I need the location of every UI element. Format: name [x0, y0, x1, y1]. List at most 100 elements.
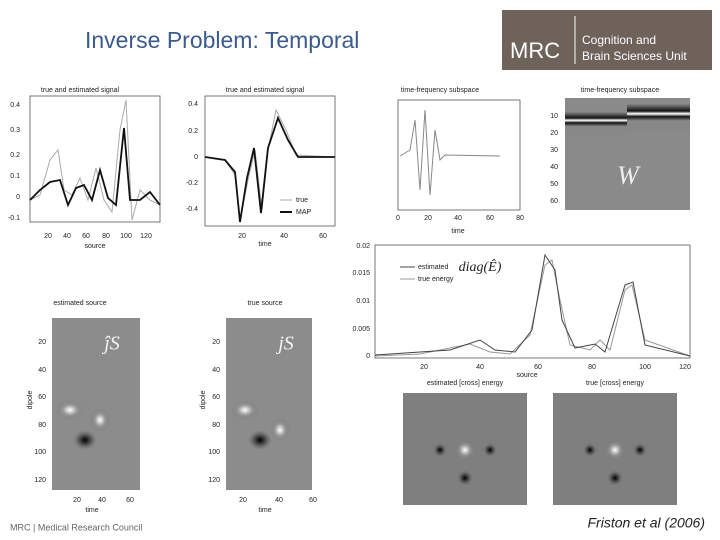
x-tick-label: 80: [102, 233, 110, 240]
x-tick-label: 120: [140, 233, 152, 240]
x-tick-label: 100: [120, 233, 132, 240]
x-tick-label: 60: [309, 497, 317, 504]
y-tick-label: 80: [38, 422, 46, 429]
x-tick-label: 20: [239, 497, 247, 504]
x-axis-label: source: [516, 372, 537, 379]
y-tick-label: -0.4: [186, 206, 198, 213]
x-tick-label: 120: [679, 364, 691, 371]
x-axis-label: time: [85, 507, 98, 514]
y-tick-label: 20: [212, 339, 220, 346]
logo-text: Brain Sciences Unit: [582, 49, 687, 63]
y-tick-label: 0.3: [10, 127, 20, 134]
footer-text: MRC | Medical Research Council: [10, 522, 142, 532]
panel-title: time-frequency subspace: [581, 87, 659, 94]
y-tick-label: 80: [212, 422, 220, 429]
y-tick-label: 0.015: [352, 270, 370, 277]
image: [433, 443, 447, 457]
x-tick-label: 20: [420, 364, 428, 371]
plot-frame: [397, 99, 521, 211]
x-tick-label: 40: [275, 497, 283, 504]
y-tick-label: 100: [34, 449, 46, 456]
legend-label: estimated: [418, 264, 448, 271]
overlay-label: ĵS: [101, 333, 120, 355]
panel-title: time-frequency subspace: [401, 87, 479, 94]
y-axis-label: dipole: [200, 391, 207, 410]
panel-title: estimated [cross] energy: [427, 380, 504, 387]
x-tick-label: 60: [534, 364, 542, 371]
x-tick-label: 40: [454, 215, 462, 222]
y-axis-label: dipole: [27, 391, 34, 410]
logo-box: [502, 10, 712, 70]
x-tick-label: 60: [319, 233, 327, 240]
panel-title: true source: [247, 300, 282, 307]
image: [483, 443, 497, 457]
y-tick-label: 10: [550, 113, 558, 120]
image: [565, 112, 627, 136]
x-tick-label: 60: [82, 233, 90, 240]
y-tick-label: 120: [208, 477, 220, 484]
x-tick-label: 40: [98, 497, 106, 504]
y-tick-label: 120: [34, 477, 46, 484]
image: [90, 408, 110, 432]
y-tick-label: 20: [38, 339, 46, 346]
x-tick-label: 40: [280, 233, 288, 240]
curve: [399, 109, 501, 196]
x-tick-label: 20: [424, 215, 432, 222]
overlay-label: diag(Ê): [459, 258, 502, 275]
x-tick-label: 40: [476, 364, 484, 371]
x-axis-label: time: [258, 507, 271, 514]
image: [231, 400, 259, 420]
x-axis-label: time: [451, 228, 464, 235]
y-tick-label: 40: [212, 367, 220, 374]
x-tick-label: 20: [73, 497, 81, 504]
y-tick-label: 0.2: [10, 152, 20, 159]
x-tick-label: 100: [639, 364, 651, 371]
y-tick-label: 0.2: [188, 128, 198, 135]
image: [605, 440, 625, 460]
overlay-label: jS: [275, 333, 294, 355]
x-tick-label: 60: [126, 497, 134, 504]
x-axis-label: time: [258, 241, 271, 248]
y-tick-label: 60: [212, 394, 220, 401]
y-tick-label: 0.4: [10, 102, 20, 109]
logo-mark: MRC: [510, 38, 560, 63]
legend-label: true energy: [418, 276, 454, 283]
y-tick-label: 0.1: [10, 173, 20, 180]
panel-title: estimated source: [53, 300, 106, 307]
y-tick-label: 50: [550, 181, 558, 188]
image: [455, 440, 475, 460]
image: [633, 443, 647, 457]
y-tick-label: 20: [550, 130, 558, 137]
curve: [204, 108, 336, 221]
y-tick-label: 40: [550, 164, 558, 171]
x-axis-label: source: [84, 243, 105, 250]
image: [607, 470, 623, 486]
y-tick-label: 0: [366, 353, 370, 360]
y-tick-label: 60: [38, 394, 46, 401]
curve: [29, 99, 161, 221]
legend-label: MAP: [296, 209, 312, 216]
legend-label: true: [296, 197, 308, 204]
y-tick-label: 100: [208, 449, 220, 456]
image: [73, 430, 97, 450]
y-tick-label: 0.4: [188, 101, 198, 108]
curve: [374, 259, 691, 357]
y-tick-label: 0.01: [356, 298, 370, 305]
y-tick-label: 0: [194, 154, 198, 161]
x-tick-label: 40: [63, 233, 71, 240]
panel-title: true and estimated signal: [41, 87, 120, 94]
curve: [204, 115, 335, 223]
y-tick-label: 0: [16, 194, 20, 201]
x-tick-label: 20: [238, 233, 246, 240]
panel-title: true and estimated signal: [226, 87, 305, 94]
y-tick-label: 30: [550, 147, 558, 154]
plot-frame: [374, 244, 691, 359]
x-tick-label: 20: [44, 233, 52, 240]
y-tick-label: 0.02: [356, 243, 370, 250]
logo-text: Cognition and: [582, 33, 656, 47]
plot-frame: [29, 95, 161, 223]
y-tick-label: -0.1: [8, 215, 20, 222]
plot-frame: [204, 95, 336, 227]
image: [56, 400, 84, 420]
